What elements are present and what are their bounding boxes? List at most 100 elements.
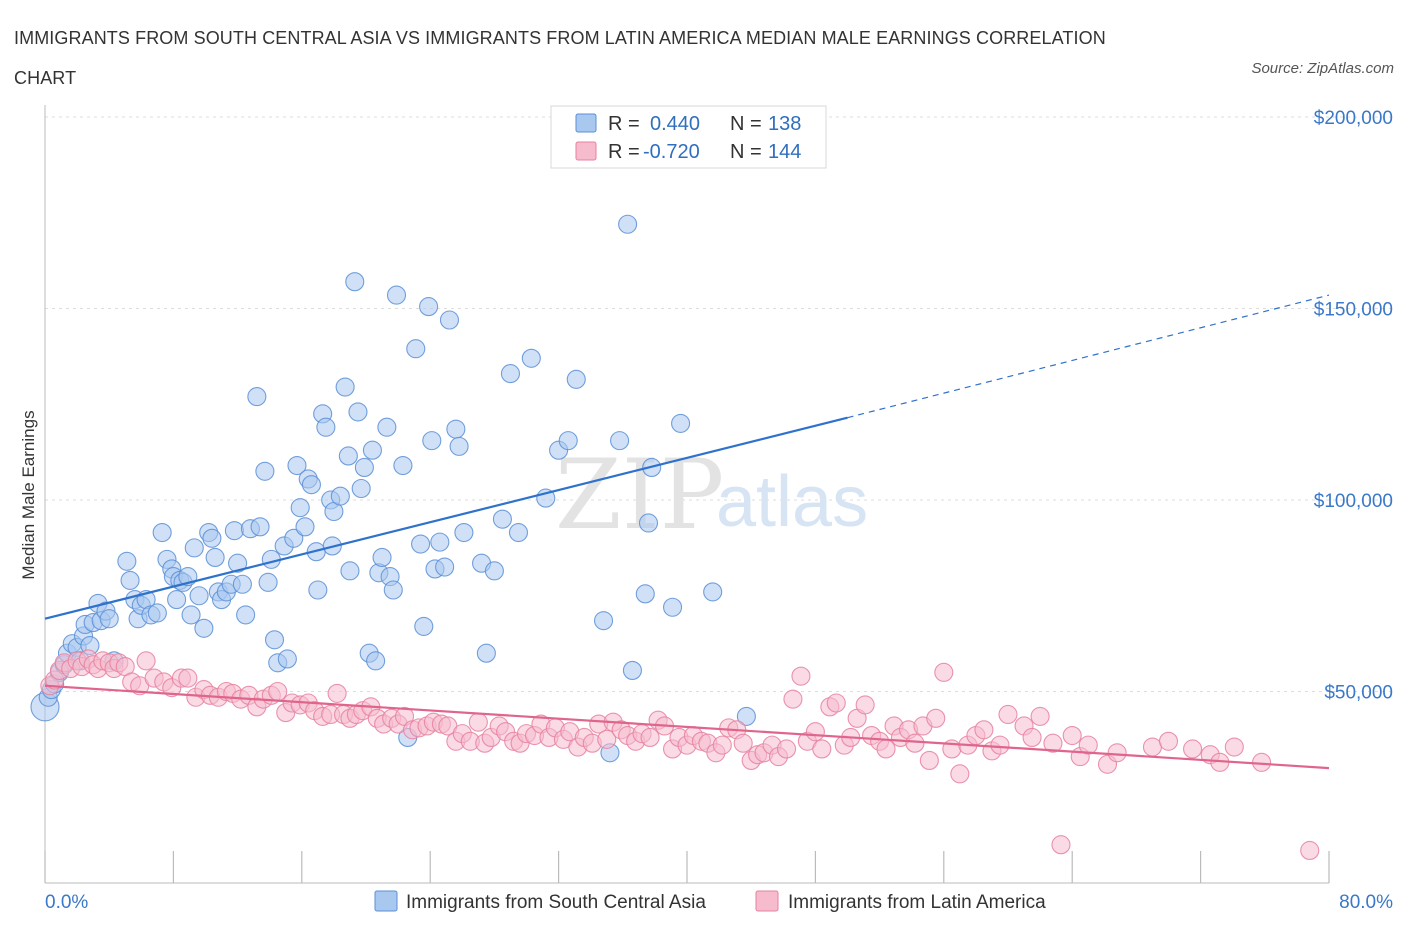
south-central-asia-point [593,611,614,631]
south-central-asia-point [430,532,450,552]
latin-america-point [1183,739,1203,759]
south-central-asia-point [224,521,244,541]
latin-america-point [1078,735,1098,755]
south-central-asia-point [99,609,119,629]
latin-america-point [1107,743,1127,763]
latin-america-point [998,704,1018,725]
series-south-central-asia [30,214,756,763]
trend-line-south-central-asia [44,416,848,620]
latin-america-point [934,662,954,682]
south-central-asia-point [618,214,638,234]
latin-america-point [1062,725,1082,746]
south-central-asia-point [492,509,512,529]
south-central-asia-point [152,523,172,543]
south-central-asia-point [189,586,209,606]
south-central-asia-point [255,461,275,481]
south-central-asia-point [228,553,248,573]
latin-america-point [1022,727,1042,748]
legend-swatch-blue [575,113,597,133]
south-central-asia-point [290,498,310,518]
latin-america-point [926,708,946,728]
latin-america-point [950,764,970,784]
y-tick-label: $100,000 [1314,491,1393,512]
south-central-asia-point [338,446,358,466]
legend-box: R = 0.440 N = 138 R = -0.720 N = 144 [550,105,827,169]
x-tick-min: 0.0% [45,892,88,913]
south-central-asia-point [184,538,204,558]
south-central-asia-point [301,475,321,495]
south-central-asia-point [638,513,659,533]
latin-america-point [990,735,1010,755]
south-central-asia-point [476,643,496,663]
south-central-asia-point [610,431,630,451]
latin-america-point [640,727,660,748]
south-central-asia-point [411,534,431,554]
south-central-asia-point [484,561,504,581]
south-central-asia-point [449,436,469,456]
y-tick-labels: $50,000 $100,000 $150,000 $200,000 [1314,108,1393,704]
south-central-asia-point [566,369,586,389]
south-central-asia-point [508,523,529,543]
south-central-asia-point [736,706,756,726]
axes [44,105,1330,884]
south-central-asia-point [167,590,187,610]
bottom-legend: Immigrants from South Central Asia Immig… [374,890,1046,913]
south-central-asia-point [703,582,723,602]
latin-america-point [876,739,896,759]
south-central-asia-point [622,660,642,680]
south-central-asia-point [366,651,386,671]
south-central-asia-point [439,310,460,330]
trend-line-latin-america [44,684,1330,770]
latin-america-point [855,695,875,715]
south-central-asia-point [308,580,328,600]
south-central-asia-point [316,417,336,437]
south-central-asia-point [236,605,256,625]
south-central-asia-point [345,272,365,292]
latin-america-point [1030,706,1050,726]
legend-n-value-blue: 138 [768,113,801,135]
south-central-asia-point [351,478,371,499]
gridlines [45,116,1395,692]
latin-america-point [812,739,832,759]
latin-america-point [1300,840,1320,860]
south-central-asia-point [147,603,167,623]
south-central-asia-point [295,517,315,537]
south-central-asia-point [435,557,455,577]
y-tick-label: $150,000 [1314,300,1393,321]
latin-america-point [733,733,753,753]
south-central-asia-point [635,584,655,604]
chart-title: IMMIGRANTS FROM SOUTH CENTRAL ASIA VS IM… [14,28,1106,88]
bottom-legend-label-blue: Immigrants from South Central Asia [406,892,706,913]
x-tick-max: 80.0% [1339,892,1393,913]
south-central-asia-point [414,616,434,636]
latin-america-point [905,733,925,753]
latin-america-point [974,720,994,740]
south-central-asia-point [419,297,439,317]
south-central-asia-point [181,605,201,625]
south-central-asia-point [383,580,403,600]
south-central-asia-point [202,528,222,548]
latin-america-point [1158,731,1179,751]
legend-r-value-pink: -0.720 [643,141,700,163]
latin-america-point [919,750,939,770]
latin-america-point [1224,737,1244,757]
south-central-asia-point [393,455,413,476]
y-tick-label: $50,000 [1324,683,1393,704]
legend-r-value-blue: 0.440 [650,113,700,135]
legend-swatch-pink [575,141,597,161]
latin-america-point [597,729,617,749]
latin-america-point [178,668,198,688]
bottom-legend-label-pink: Immigrants from Latin America [788,892,1046,913]
bottom-legend-swatch-blue [374,890,398,912]
south-central-asia-point [671,413,691,433]
latin-america-point [791,666,811,686]
south-central-asia-point [264,630,285,650]
latin-america-point [805,722,825,742]
latin-america-point [776,739,797,759]
south-central-asia-point [422,431,442,451]
south-central-asia-point [258,572,278,592]
y-axis-label: Median Male Earnings [19,410,38,579]
legend-n-value-pink: 144 [768,141,801,163]
south-central-asia-point [372,547,392,568]
